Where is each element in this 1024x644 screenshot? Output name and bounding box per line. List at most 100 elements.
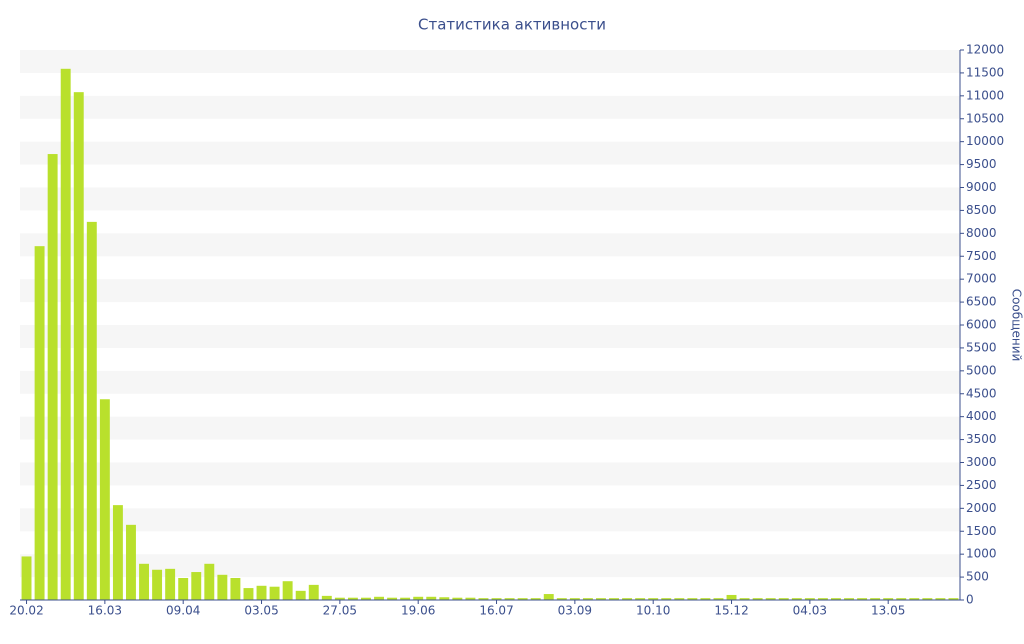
y-tick-label: 11000 xyxy=(966,88,1004,102)
grid-band xyxy=(20,554,960,578)
grid-band xyxy=(20,50,960,73)
y-tick-label: 2500 xyxy=(966,478,997,492)
bar xyxy=(765,598,776,600)
bar xyxy=(217,574,228,600)
bar xyxy=(648,598,659,600)
y-tick-label: 12000 xyxy=(966,43,1004,57)
bar xyxy=(844,598,854,600)
bar xyxy=(569,598,580,600)
bar xyxy=(791,598,802,600)
x-tick-label: 09.04 xyxy=(166,604,200,618)
bar xyxy=(622,598,633,600)
bar xyxy=(870,598,881,600)
y-tick-label: 8000 xyxy=(966,226,997,240)
bar xyxy=(387,597,398,600)
x-tick-label: 19.06 xyxy=(401,604,435,618)
bar xyxy=(73,92,84,601)
bar xyxy=(530,598,541,600)
x-tick-label: 20.02 xyxy=(9,604,43,618)
y-axis-label: Сообщений xyxy=(1010,289,1024,362)
grid-band xyxy=(20,233,960,257)
bar xyxy=(321,595,332,600)
grid-band xyxy=(20,370,960,394)
bar xyxy=(282,581,293,600)
y-tick-label: 9000 xyxy=(966,180,997,194)
y-tick-label: 7500 xyxy=(966,249,997,263)
bar xyxy=(34,246,45,600)
bar xyxy=(21,556,32,600)
bar xyxy=(661,598,672,600)
bar xyxy=(909,598,920,600)
bar xyxy=(922,598,933,600)
bar xyxy=(635,598,646,600)
bar xyxy=(204,563,215,600)
bar xyxy=(112,505,123,600)
grid-band xyxy=(20,279,960,303)
x-tick-label: 16.07 xyxy=(479,604,513,618)
bar xyxy=(739,598,750,600)
y-tick-label: 1000 xyxy=(966,547,997,561)
bar xyxy=(948,598,959,600)
bar xyxy=(556,598,567,600)
grid-band xyxy=(20,141,960,165)
bar xyxy=(347,597,358,600)
bar xyxy=(726,594,737,600)
y-tick-label: 8500 xyxy=(966,203,997,217)
y-tick-label: 5500 xyxy=(966,340,997,354)
bar xyxy=(857,598,868,600)
grid-band xyxy=(20,508,960,532)
bar xyxy=(256,585,267,600)
x-tick-label: 27.05 xyxy=(323,604,357,618)
grid-band xyxy=(20,187,960,211)
bar xyxy=(504,598,515,600)
bar xyxy=(243,588,254,600)
bar xyxy=(334,597,345,600)
y-tick-label: 3000 xyxy=(966,455,997,469)
bar xyxy=(582,598,593,600)
bar xyxy=(191,572,202,600)
x-tick-label: 03.09 xyxy=(558,604,592,618)
bar xyxy=(596,598,606,600)
bar xyxy=(152,569,163,600)
bar xyxy=(491,598,502,600)
bar xyxy=(413,596,424,600)
bar xyxy=(178,578,189,600)
y-tick-label: 7000 xyxy=(966,272,997,286)
bar xyxy=(465,597,476,600)
bar xyxy=(817,598,828,600)
y-tick-label: 1500 xyxy=(966,524,997,538)
bar xyxy=(269,586,280,600)
bar xyxy=(700,598,711,600)
bar xyxy=(308,584,319,600)
y-tick-label: 4000 xyxy=(966,409,997,423)
bar xyxy=(400,597,411,600)
y-tick-label: 9500 xyxy=(966,157,997,171)
bar xyxy=(478,598,489,600)
bar xyxy=(752,598,763,600)
bar xyxy=(687,598,698,600)
y-tick-label: 500 xyxy=(966,570,989,584)
bar xyxy=(713,598,724,600)
y-tick-label: 3500 xyxy=(966,432,997,446)
x-tick-label: 13.05 xyxy=(871,604,905,618)
y-tick-label: 6500 xyxy=(966,295,997,309)
y-tick-label: 6000 xyxy=(966,318,997,332)
bar xyxy=(883,598,894,600)
bar xyxy=(230,578,241,600)
bar xyxy=(361,597,371,600)
bar xyxy=(778,598,789,600)
bar xyxy=(452,597,463,600)
bar xyxy=(831,598,841,600)
bar xyxy=(543,594,554,600)
y-tick-label: 5000 xyxy=(966,363,997,377)
x-tick-label: 03.05 xyxy=(244,604,278,618)
y-tick-label: 4500 xyxy=(966,386,997,400)
chart-title: Статистика активности xyxy=(418,16,606,34)
grid-band xyxy=(20,416,960,440)
bar xyxy=(139,563,149,600)
bar xyxy=(517,598,528,600)
x-tick-label: 10.10 xyxy=(636,604,670,618)
bar xyxy=(126,524,136,600)
bar xyxy=(47,154,58,600)
